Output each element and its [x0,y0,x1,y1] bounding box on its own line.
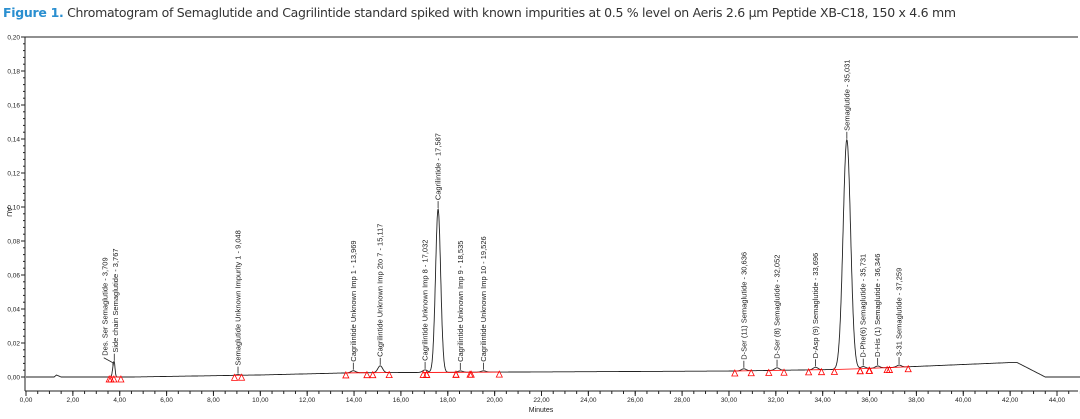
y-tick-label: 0,06 [7,273,20,280]
x-tick-label: 10,00 [252,397,269,404]
peak-marker-triangle [780,368,788,376]
peak-marker-triangle [747,368,755,377]
peak-marker-triangle [495,370,503,378]
x-tick-label: 8,00 [207,397,220,404]
figure-caption: Figure 1. Chromatogram of Semaglutide an… [3,5,956,20]
peak-marker-triangle [856,366,864,375]
x-tick-label: 28,00 [674,397,691,404]
peak-label: D-Asp (9) Semaglutide - 33,696 [811,253,820,358]
x-tick-label: 40,00 [955,397,972,404]
peak-marker-triangle [385,370,393,378]
peak-marker-triangle [804,367,813,376]
peak-marker-triangle [452,370,460,378]
peak-marker-triangle [230,373,239,381]
peak-label: Side chain Semaglutide - 3,767 [111,248,120,352]
x-tick-label: 34,00 [815,397,832,404]
peak-labels: Des. Ser Semaglutide - 3,709 Side chain S… [100,60,903,366]
y-tick-label: 0,16 [7,103,20,110]
peak-label: D-Ser (11) Semaglutide - 30,636 [739,252,748,360]
figure-caption-text: Chromatogram of Semaglutide and Cagrilin… [67,5,956,20]
peak-marker-triangle [423,370,431,378]
peak-label: Cagrilintide Unknown Imp 8 - 17,032 [421,240,430,361]
trace-layer [26,138,1080,378]
x-tick-label: 12,00 [299,397,316,404]
y-tick-label: 0,08 [7,239,20,246]
y-tick-label: 0,04 [7,307,20,314]
figure-label: Figure 1. [3,5,64,20]
x-tick-label: 30,00 [721,397,738,404]
x-tick-label: 0,00 [20,397,33,404]
x-tick-label: 38,00 [908,397,925,404]
peak-label: Cagrilintide - 17,587 [434,133,443,200]
x-tick-label: 18,00 [440,397,457,404]
peak-marker-triangle [765,368,773,376]
x-tick-label: 2,00 [67,397,80,404]
peak-label: Cagrilintide Unknown Imp 10 - 19,526 [479,236,488,362]
peak-label: D-His (1) Semaglutide - 36,346 [873,254,882,357]
y-tick-label: 0,10 [7,205,20,212]
peak-marker-triangle [467,370,475,378]
integration-baseline [889,366,909,368]
peak-marker-triangle [107,375,115,383]
peak-marker-triangle [419,370,427,378]
peak-label: Semaglutide - 35,031 [842,60,851,131]
peak-marker-triangle [117,375,125,383]
x-tick-label: 32,00 [768,397,785,404]
x-tick-label: 42,00 [1002,397,1019,404]
y-tick-label: 0,12 [7,171,20,178]
peak-label-tick [103,357,114,366]
axes: 0,00 0,02 0,04 0,06 0,08 0,10 0,12 0,14 0,16 0,18… [7,35,1080,404]
x-tick-label: 20,00 [486,397,503,404]
x-tick-label: 26,00 [627,397,644,404]
integration-baseline [834,368,861,370]
integration-baseline [869,367,888,369]
peak-markers [103,131,912,383]
y-axis-label: AU [5,207,12,217]
peak-marker-triangle [904,364,912,373]
peak-label: 3-31 Semaglutide - 37,259 [895,268,904,356]
x-tick-label: 16,00 [393,397,410,404]
peak-label: Semaglutide Unknown Impurity 1 - 9,048 [234,230,243,366]
chromatogram-trace [26,138,1080,378]
x-tick-label: 44,00 [1049,397,1066,404]
peak-label: D-Ser (8) Semaglutide - 32,052 [773,255,782,359]
x-axis-label: Minutes [529,407,554,414]
x-tick-label: 6,00 [160,397,173,404]
peak-label: Cagrilintide Unknown Imp 1 - 13,969 [349,240,358,361]
y-tick-label: 0,18 [7,69,20,76]
peak-marker-triangle [363,370,371,379]
peak-marker-triangle [342,371,350,379]
y-tick-label: 0,02 [7,341,20,348]
y-tick-label: 0,00 [7,375,20,382]
x-tick-label: 24,00 [580,397,597,404]
peak-marker-triangle [817,367,826,376]
peak-marker-triangle [731,369,739,377]
x-tick-label: 4,00 [113,397,126,404]
peak-marker-triangle [237,373,246,381]
peak-marker-triangle [865,366,874,374]
peak-label: Cagrilintide Unknown Imp 2to 7 - 15,117 [376,224,385,357]
peak-marker-triangle [830,367,839,375]
peak-label: Des. Ser Semaglutide - 3,709 [100,257,109,355]
peak-label: D-Phe(6) Semaglutide - 35,731 [859,254,868,358]
x-tick-label: 22,00 [533,397,550,404]
peak-marker-triangle [885,365,894,373]
peak-marker-triangle [369,370,377,379]
y-tick-label: 0,14 [7,137,20,144]
peak-label: Cagrilintide Unknown Imp 9 - 18,535 [456,241,465,362]
y-tick-label: 0,20 [7,35,20,42]
x-tick-label: 14,00 [346,397,363,404]
x-tick-label: 36,00 [861,397,878,404]
